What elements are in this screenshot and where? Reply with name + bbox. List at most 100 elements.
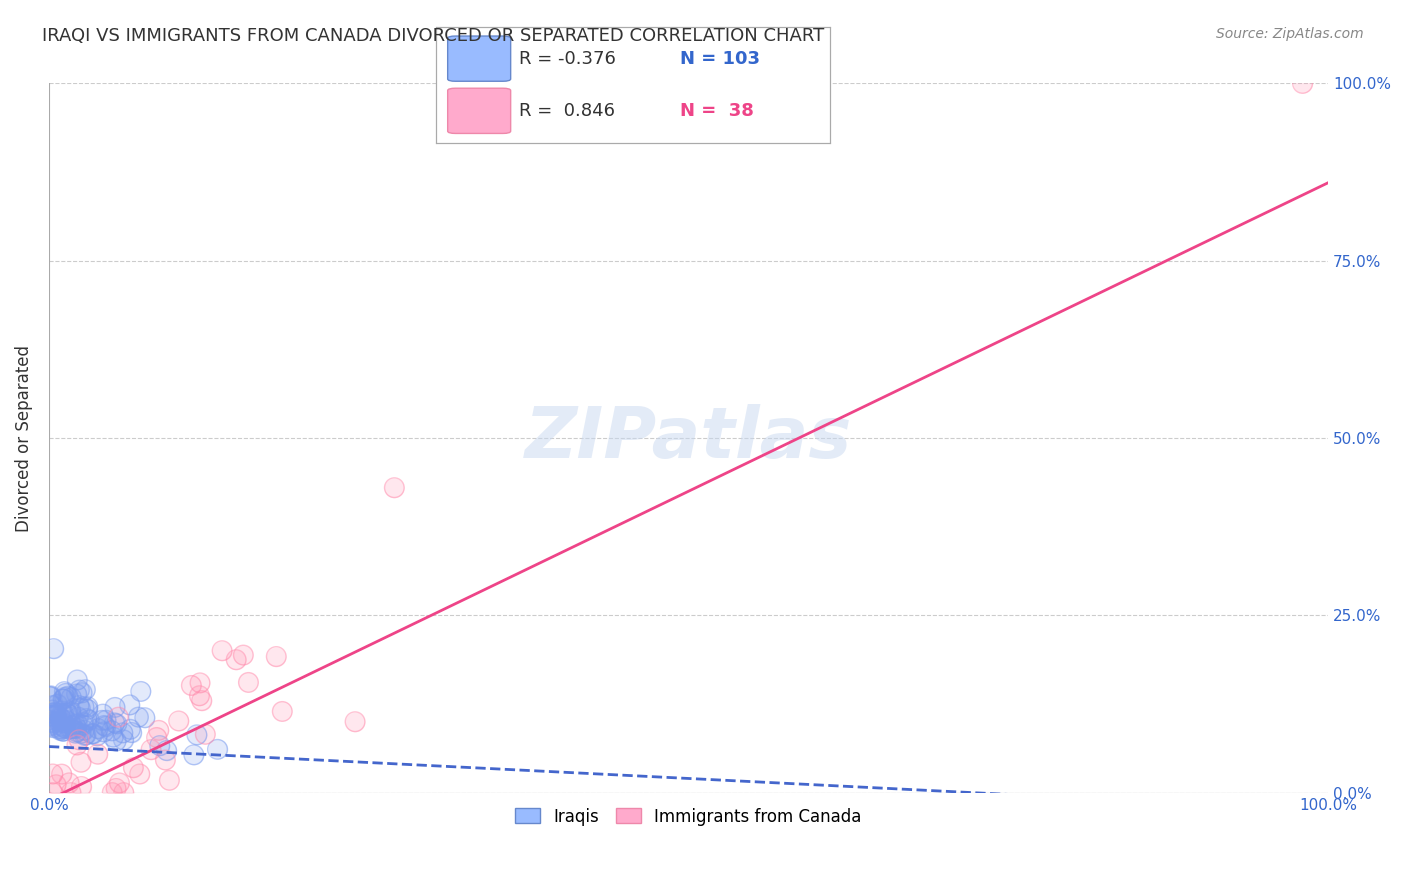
Point bbox=[58, 776, 80, 790]
Point bbox=[70, 756, 93, 770]
Point bbox=[45, 778, 67, 792]
Point bbox=[59, 722, 82, 736]
Point bbox=[100, 723, 122, 738]
Point bbox=[104, 700, 127, 714]
Point bbox=[112, 786, 135, 800]
Point bbox=[156, 743, 179, 757]
Point bbox=[49, 711, 72, 725]
Point bbox=[42, 721, 65, 735]
Point bbox=[42, 641, 65, 656]
Point bbox=[45, 707, 67, 722]
Point bbox=[271, 705, 294, 719]
Point bbox=[180, 678, 202, 692]
Point bbox=[91, 707, 114, 722]
Point bbox=[44, 706, 66, 720]
Point bbox=[122, 761, 145, 775]
Point bbox=[39, 690, 62, 704]
Point bbox=[51, 706, 73, 721]
Point bbox=[94, 719, 117, 733]
Point bbox=[41, 698, 63, 713]
Point bbox=[48, 722, 70, 736]
Point bbox=[107, 710, 129, 724]
Point bbox=[51, 719, 73, 733]
Point bbox=[111, 726, 134, 740]
Point bbox=[59, 704, 82, 718]
Point bbox=[104, 715, 127, 730]
Point bbox=[49, 723, 72, 738]
Point bbox=[112, 732, 135, 747]
Point bbox=[39, 718, 62, 732]
Point bbox=[46, 697, 69, 711]
Point bbox=[344, 714, 367, 729]
Text: ZIPatlas: ZIPatlas bbox=[524, 403, 852, 473]
Point bbox=[67, 710, 90, 724]
Point bbox=[91, 714, 114, 728]
Point bbox=[51, 719, 73, 733]
Point bbox=[207, 742, 229, 756]
Point bbox=[104, 715, 127, 730]
Point bbox=[52, 692, 75, 706]
Point bbox=[46, 706, 69, 720]
Point bbox=[48, 722, 70, 736]
Point bbox=[76, 712, 98, 726]
Point bbox=[225, 653, 247, 667]
Point bbox=[188, 689, 211, 703]
Point bbox=[53, 684, 76, 698]
Point bbox=[60, 786, 83, 800]
Point bbox=[59, 706, 82, 720]
Point bbox=[51, 767, 73, 781]
Point bbox=[60, 722, 83, 736]
Text: R =  0.846: R = 0.846 bbox=[519, 103, 614, 120]
Point bbox=[238, 675, 260, 690]
Point bbox=[39, 709, 62, 723]
Point bbox=[39, 719, 62, 733]
Point bbox=[180, 678, 202, 692]
Point bbox=[118, 698, 141, 712]
Point bbox=[134, 711, 156, 725]
Point bbox=[73, 715, 96, 730]
Point bbox=[225, 653, 247, 667]
Point bbox=[87, 722, 110, 736]
Point bbox=[49, 723, 72, 738]
Point bbox=[157, 773, 180, 788]
Point bbox=[41, 786, 63, 800]
Point bbox=[76, 702, 98, 716]
Point bbox=[59, 722, 82, 736]
Point bbox=[62, 722, 84, 736]
Point bbox=[238, 675, 260, 690]
Point bbox=[194, 727, 217, 741]
Point bbox=[65, 687, 87, 701]
Point bbox=[52, 706, 75, 721]
Point bbox=[39, 689, 62, 703]
Point bbox=[128, 767, 150, 781]
Point bbox=[41, 716, 63, 731]
Point bbox=[127, 710, 149, 724]
Point bbox=[65, 724, 87, 739]
Point bbox=[66, 738, 89, 752]
Point bbox=[139, 742, 162, 756]
Point bbox=[59, 704, 82, 718]
Point bbox=[86, 729, 108, 743]
Point bbox=[65, 724, 87, 739]
Point bbox=[53, 690, 76, 705]
Point bbox=[207, 742, 229, 756]
Point bbox=[82, 727, 104, 741]
Point bbox=[167, 714, 190, 728]
Point bbox=[45, 778, 67, 792]
Point bbox=[63, 717, 86, 731]
Point bbox=[38, 713, 60, 727]
Point bbox=[46, 697, 69, 711]
Legend: Iraqis, Immigrants from Canada: Iraqis, Immigrants from Canada bbox=[508, 799, 870, 834]
Point bbox=[42, 721, 65, 735]
Point bbox=[48, 714, 70, 729]
Point bbox=[56, 706, 79, 721]
Point bbox=[232, 648, 254, 662]
Point bbox=[105, 716, 128, 731]
Point bbox=[56, 689, 79, 703]
Point bbox=[271, 705, 294, 719]
Point bbox=[72, 718, 94, 732]
Point bbox=[122, 761, 145, 775]
Point bbox=[145, 731, 167, 745]
Point bbox=[94, 713, 117, 727]
Point bbox=[1291, 77, 1313, 91]
